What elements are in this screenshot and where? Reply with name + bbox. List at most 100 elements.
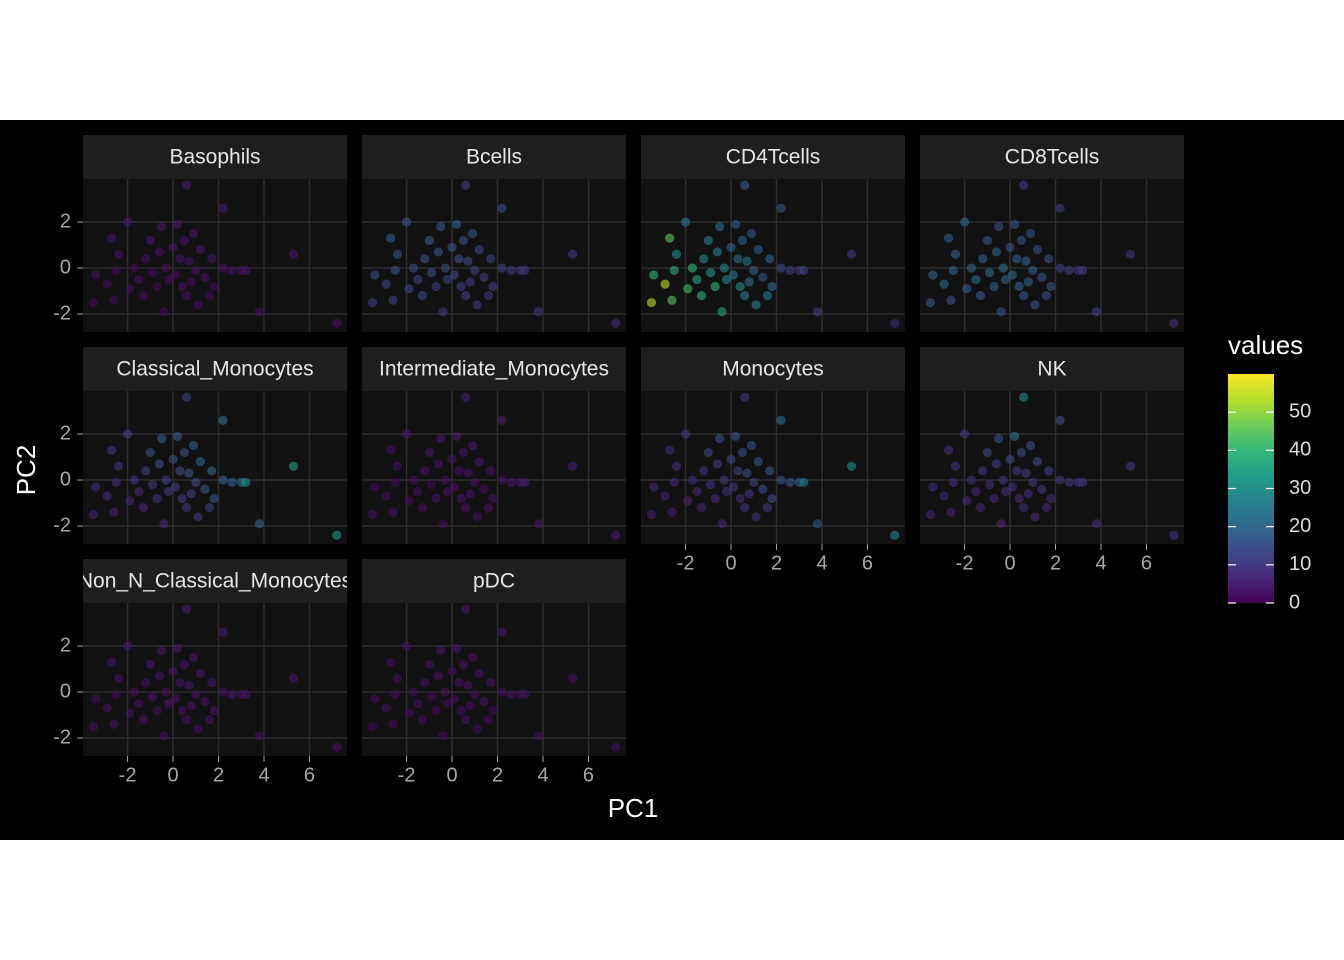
point <box>1012 466 1022 476</box>
point <box>157 222 167 232</box>
points <box>88 604 342 752</box>
point <box>497 687 507 697</box>
point <box>758 484 768 494</box>
points <box>925 180 1179 328</box>
point <box>207 466 217 476</box>
point <box>227 477 237 487</box>
point <box>470 265 480 275</box>
point <box>288 461 299 471</box>
point <box>134 486 144 497</box>
point <box>426 692 437 702</box>
point <box>145 659 155 670</box>
point <box>776 263 786 273</box>
point <box>1023 489 1033 499</box>
y-tick-label: 2 <box>60 634 71 656</box>
point <box>753 245 763 255</box>
point <box>740 503 750 513</box>
point <box>109 295 119 305</box>
point <box>442 486 453 497</box>
point <box>424 235 434 246</box>
point <box>417 291 428 301</box>
y-axis-title: PC2 <box>11 445 41 496</box>
point <box>438 307 448 317</box>
point <box>420 254 430 264</box>
point <box>193 512 203 522</box>
point <box>209 493 219 504</box>
point <box>928 270 938 280</box>
point <box>667 295 677 305</box>
point <box>728 270 738 280</box>
point <box>812 307 823 317</box>
point <box>182 180 192 190</box>
point <box>179 659 190 670</box>
point <box>890 318 900 328</box>
point <box>288 673 299 683</box>
point <box>483 503 494 513</box>
point <box>665 445 675 455</box>
x-tick-label: 2 <box>1050 552 1061 574</box>
point <box>717 519 727 529</box>
point <box>461 180 471 190</box>
facet-label: pDC <box>473 570 515 593</box>
point <box>161 263 171 273</box>
point <box>966 263 976 273</box>
point <box>390 689 400 699</box>
point <box>172 219 183 229</box>
point <box>107 233 117 243</box>
point <box>669 265 679 275</box>
point <box>812 519 823 529</box>
point <box>440 475 450 485</box>
point <box>461 604 471 614</box>
point <box>488 281 498 292</box>
point <box>721 486 732 497</box>
point <box>998 263 1008 273</box>
point <box>669 477 679 487</box>
point <box>486 254 496 264</box>
x-tick-label: 0 <box>1004 552 1015 574</box>
point <box>145 447 155 458</box>
point <box>163 486 174 497</box>
point <box>740 180 750 190</box>
point <box>649 270 659 280</box>
point <box>195 669 205 679</box>
point <box>241 689 251 699</box>
point <box>646 509 657 520</box>
point <box>431 281 441 292</box>
point <box>998 475 1008 485</box>
point <box>467 652 478 663</box>
point <box>254 519 265 529</box>
point <box>458 447 469 458</box>
point <box>157 434 167 444</box>
point <box>122 429 133 439</box>
point <box>994 222 1004 232</box>
point <box>367 721 378 732</box>
point <box>467 228 478 239</box>
point <box>179 235 190 246</box>
point <box>218 263 228 273</box>
point <box>996 519 1006 529</box>
strip-background <box>920 135 1184 179</box>
point <box>390 477 400 487</box>
strip-background <box>83 559 347 603</box>
point <box>506 477 516 487</box>
x-tick-label: 6 <box>583 764 594 786</box>
point <box>1037 272 1047 282</box>
point <box>182 715 192 725</box>
point <box>767 493 777 504</box>
point <box>740 291 750 301</box>
colorbar-label: 20 <box>1289 515 1311 537</box>
point <box>687 263 697 273</box>
point <box>479 484 489 494</box>
point <box>175 254 185 264</box>
point <box>111 689 121 699</box>
colorbar-label: 10 <box>1289 553 1311 575</box>
point <box>129 687 139 697</box>
point <box>408 475 418 485</box>
point <box>1000 274 1011 285</box>
x-tick-label: 0 <box>725 552 736 574</box>
point <box>982 235 992 246</box>
point <box>138 291 149 301</box>
strip-background <box>641 347 905 391</box>
point <box>388 295 398 305</box>
point <box>975 503 986 513</box>
